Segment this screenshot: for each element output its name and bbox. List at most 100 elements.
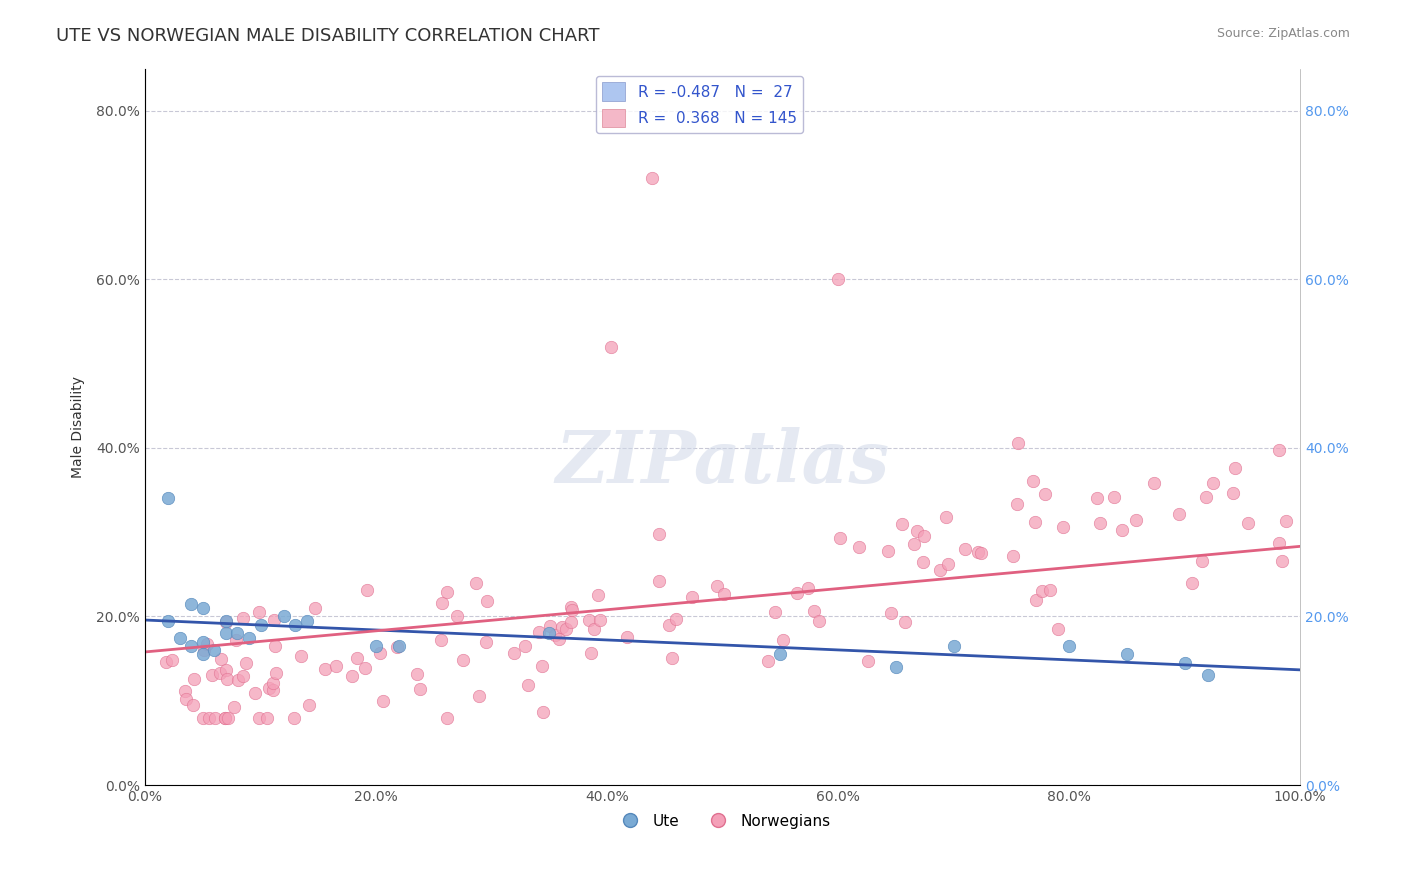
- Point: [1268, 442, 1291, 457]
- Point: [936, 557, 959, 571]
- Point: [848, 540, 870, 554]
- Point: [786, 586, 808, 600]
- Point: [560, 615, 582, 629]
- Point: [517, 677, 540, 691]
- Point: [174, 684, 197, 698]
- Point: [430, 632, 453, 647]
- Point: [235, 657, 257, 671]
- Point: [1102, 491, 1125, 505]
- Point: [1088, 516, 1111, 531]
- Point: [180, 597, 202, 611]
- Point: [1168, 507, 1191, 521]
- Point: [531, 658, 554, 673]
- Point: [970, 546, 993, 560]
- Point: [884, 660, 907, 674]
- Point: [681, 591, 703, 605]
- Point: [1201, 475, 1223, 490]
- Point: [935, 510, 957, 524]
- Point: [756, 654, 779, 668]
- Point: [879, 606, 901, 620]
- Point: [224, 700, 246, 714]
- Point: [648, 526, 671, 541]
- Point: [1111, 523, 1133, 537]
- Point: [169, 631, 191, 645]
- Point: [259, 681, 281, 696]
- Point: [191, 711, 214, 725]
- Point: [364, 639, 387, 653]
- Point: [858, 655, 880, 669]
- Point: [325, 658, 347, 673]
- Point: [174, 692, 197, 706]
- Point: [706, 579, 728, 593]
- Point: [890, 517, 912, 532]
- Point: [191, 648, 214, 662]
- Point: [214, 711, 236, 725]
- Point: [232, 611, 254, 625]
- Point: [385, 640, 408, 654]
- Point: [217, 711, 239, 725]
- Point: [436, 711, 458, 725]
- Point: [1174, 656, 1197, 670]
- Point: [232, 669, 254, 683]
- Point: [430, 597, 453, 611]
- Point: [1024, 515, 1046, 529]
- Point: [226, 626, 249, 640]
- Point: [588, 613, 610, 627]
- Point: [247, 711, 270, 725]
- Point: [405, 667, 427, 681]
- Point: [513, 639, 536, 653]
- Point: [912, 529, 935, 543]
- Point: [538, 626, 561, 640]
- Point: [665, 612, 688, 626]
- Point: [201, 668, 224, 682]
- Point: [1047, 622, 1070, 636]
- Point: [225, 633, 247, 648]
- Point: [769, 648, 792, 662]
- Point: [657, 617, 679, 632]
- Point: [713, 587, 735, 601]
- Point: [1052, 520, 1074, 534]
- Point: [446, 608, 468, 623]
- Point: [256, 711, 278, 725]
- Point: [263, 613, 285, 627]
- Point: [408, 681, 430, 696]
- Point: [191, 634, 214, 648]
- Point: [1031, 583, 1053, 598]
- Point: [1085, 491, 1108, 505]
- Point: [560, 600, 582, 615]
- Point: [903, 537, 925, 551]
- Point: [1191, 554, 1213, 568]
- Point: [262, 683, 284, 698]
- Point: [273, 609, 295, 624]
- Point: [551, 620, 574, 634]
- Point: [340, 669, 363, 683]
- Point: [1195, 490, 1218, 504]
- Point: [966, 545, 988, 559]
- Point: [263, 639, 285, 653]
- Point: [561, 603, 583, 617]
- Point: [1025, 592, 1047, 607]
- Point: [544, 628, 567, 642]
- Point: [1275, 514, 1298, 528]
- Point: [797, 581, 820, 595]
- Point: [451, 653, 474, 667]
- Point: [1115, 648, 1137, 662]
- Point: [202, 643, 225, 657]
- Point: [555, 622, 578, 636]
- Point: [346, 651, 368, 665]
- Point: [183, 672, 205, 686]
- Point: [368, 646, 391, 660]
- Point: [388, 639, 411, 653]
- Point: [942, 639, 965, 653]
- Text: UTE VS NORWEGIAN MALE DISABILITY CORRELATION CHART: UTE VS NORWEGIAN MALE DISABILITY CORRELA…: [56, 27, 600, 45]
- Point: [157, 614, 180, 628]
- Point: [803, 604, 825, 618]
- Point: [1236, 516, 1258, 530]
- Point: [502, 646, 524, 660]
- Point: [586, 588, 609, 602]
- Point: [160, 652, 183, 666]
- Point: [827, 272, 849, 286]
- Point: [464, 576, 486, 591]
- Point: [1005, 497, 1028, 511]
- Point: [157, 491, 180, 506]
